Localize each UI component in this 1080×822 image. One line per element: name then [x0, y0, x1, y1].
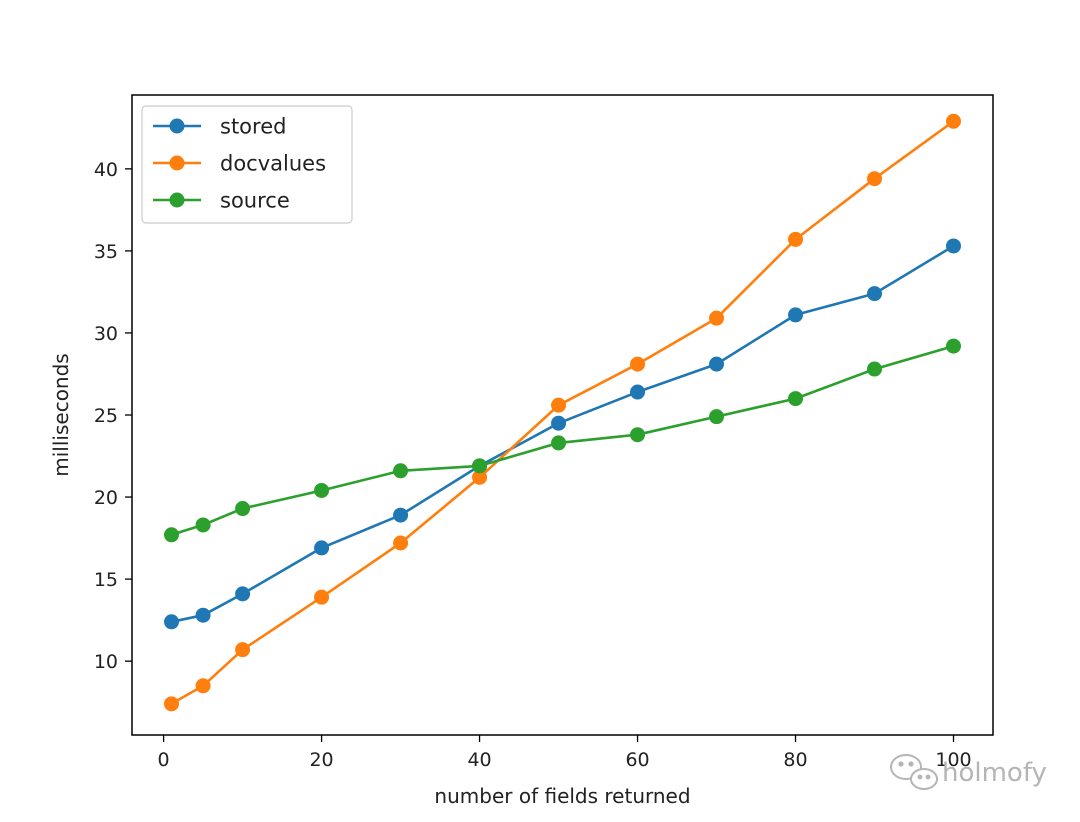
y-tick-label: 10: [94, 651, 118, 673]
data-point-source: [314, 482, 330, 498]
x-tick-label: 80: [783, 749, 807, 771]
data-point-source: [163, 527, 179, 543]
series-line-docvalues: [170, 120, 955, 705]
legend-label-docvalues: docvalues: [220, 152, 326, 176]
y-tick-label: 25: [94, 405, 118, 427]
x-tick-label: 60: [625, 749, 649, 771]
data-point-docvalues: [314, 589, 330, 605]
data-point-source: [472, 458, 488, 474]
data-point-stored: [630, 384, 646, 400]
data-point-stored: [314, 540, 330, 556]
data-point-docvalues: [472, 469, 488, 485]
data-point-stored: [788, 307, 804, 323]
legend-item-source: source: [153, 189, 290, 213]
x-tick-label: 20: [309, 749, 333, 771]
y-tick-label: 15: [94, 569, 118, 591]
data-point-source: [195, 517, 211, 533]
wechat-icon: [890, 754, 938, 790]
series-docvalues: [163, 113, 962, 712]
data-point-source: [630, 427, 646, 443]
series-stored: [163, 238, 962, 630]
legend-label-source: source: [220, 189, 290, 213]
data-point-source: [946, 338, 962, 354]
legend-marker-stored: [169, 118, 185, 134]
series-line-stored: [171, 244, 955, 624]
legend: stored docvalues source: [141, 105, 353, 224]
data-point-source: [235, 501, 251, 517]
legend-box: [141, 105, 353, 224]
x-axis-label: number of fields returned: [434, 784, 690, 808]
data-point-source: [788, 391, 804, 407]
x-tick-label: 100: [935, 749, 971, 771]
y-axis-label: milliseconds: [49, 353, 73, 476]
watermark-text: holmofy: [942, 758, 1047, 788]
legend-marker-source: [169, 192, 185, 208]
data-point-stored: [393, 507, 409, 523]
data-point-source: [709, 409, 725, 425]
legend-marker-docvalues: [169, 155, 185, 171]
data-point-stored: [551, 415, 567, 431]
data-point-stored: [867, 286, 883, 302]
series-source: [163, 338, 962, 543]
data-point-docvalues: [788, 231, 804, 247]
data-point-docvalues: [551, 397, 567, 413]
legend-item-docvalues: docvalues: [153, 152, 326, 176]
legend-item-stored: stored: [153, 115, 286, 139]
data-point-stored: [235, 586, 251, 602]
data-point-docvalues: [630, 356, 646, 372]
data-point-source: [551, 435, 567, 451]
data-point-docvalues: [235, 642, 251, 658]
data-point-stored: [163, 614, 179, 630]
y-tick-label: 30: [94, 323, 118, 345]
legend-label-stored: stored: [220, 115, 286, 139]
y-tick-label: 35: [94, 241, 118, 263]
data-point-docvalues: [946, 113, 962, 129]
data-point-stored: [946, 238, 962, 254]
data-point-docvalues: [867, 171, 883, 187]
x-axis-ticks: 0 20 40 60 80 100: [158, 735, 972, 771]
data-point-docvalues: [163, 696, 179, 712]
x-tick-label: 0: [158, 749, 170, 771]
y-tick-label: 40: [94, 159, 118, 181]
data-point-stored: [709, 356, 725, 372]
series-layer: [163, 113, 962, 712]
y-tick-label: 20: [94, 487, 118, 509]
data-point-docvalues: [393, 535, 409, 551]
data-point-source: [393, 463, 409, 479]
x-tick-label: 40: [467, 749, 491, 771]
watermark: holmofy: [890, 754, 1047, 790]
data-point-docvalues: [195, 678, 211, 694]
y-axis-ticks: 10 15 20 25 30 35 40: [94, 159, 132, 673]
data-point-docvalues: [709, 310, 725, 326]
data-point-stored: [195, 607, 211, 623]
plot-area-frame: [131, 94, 994, 736]
data-point-source: [867, 361, 883, 377]
